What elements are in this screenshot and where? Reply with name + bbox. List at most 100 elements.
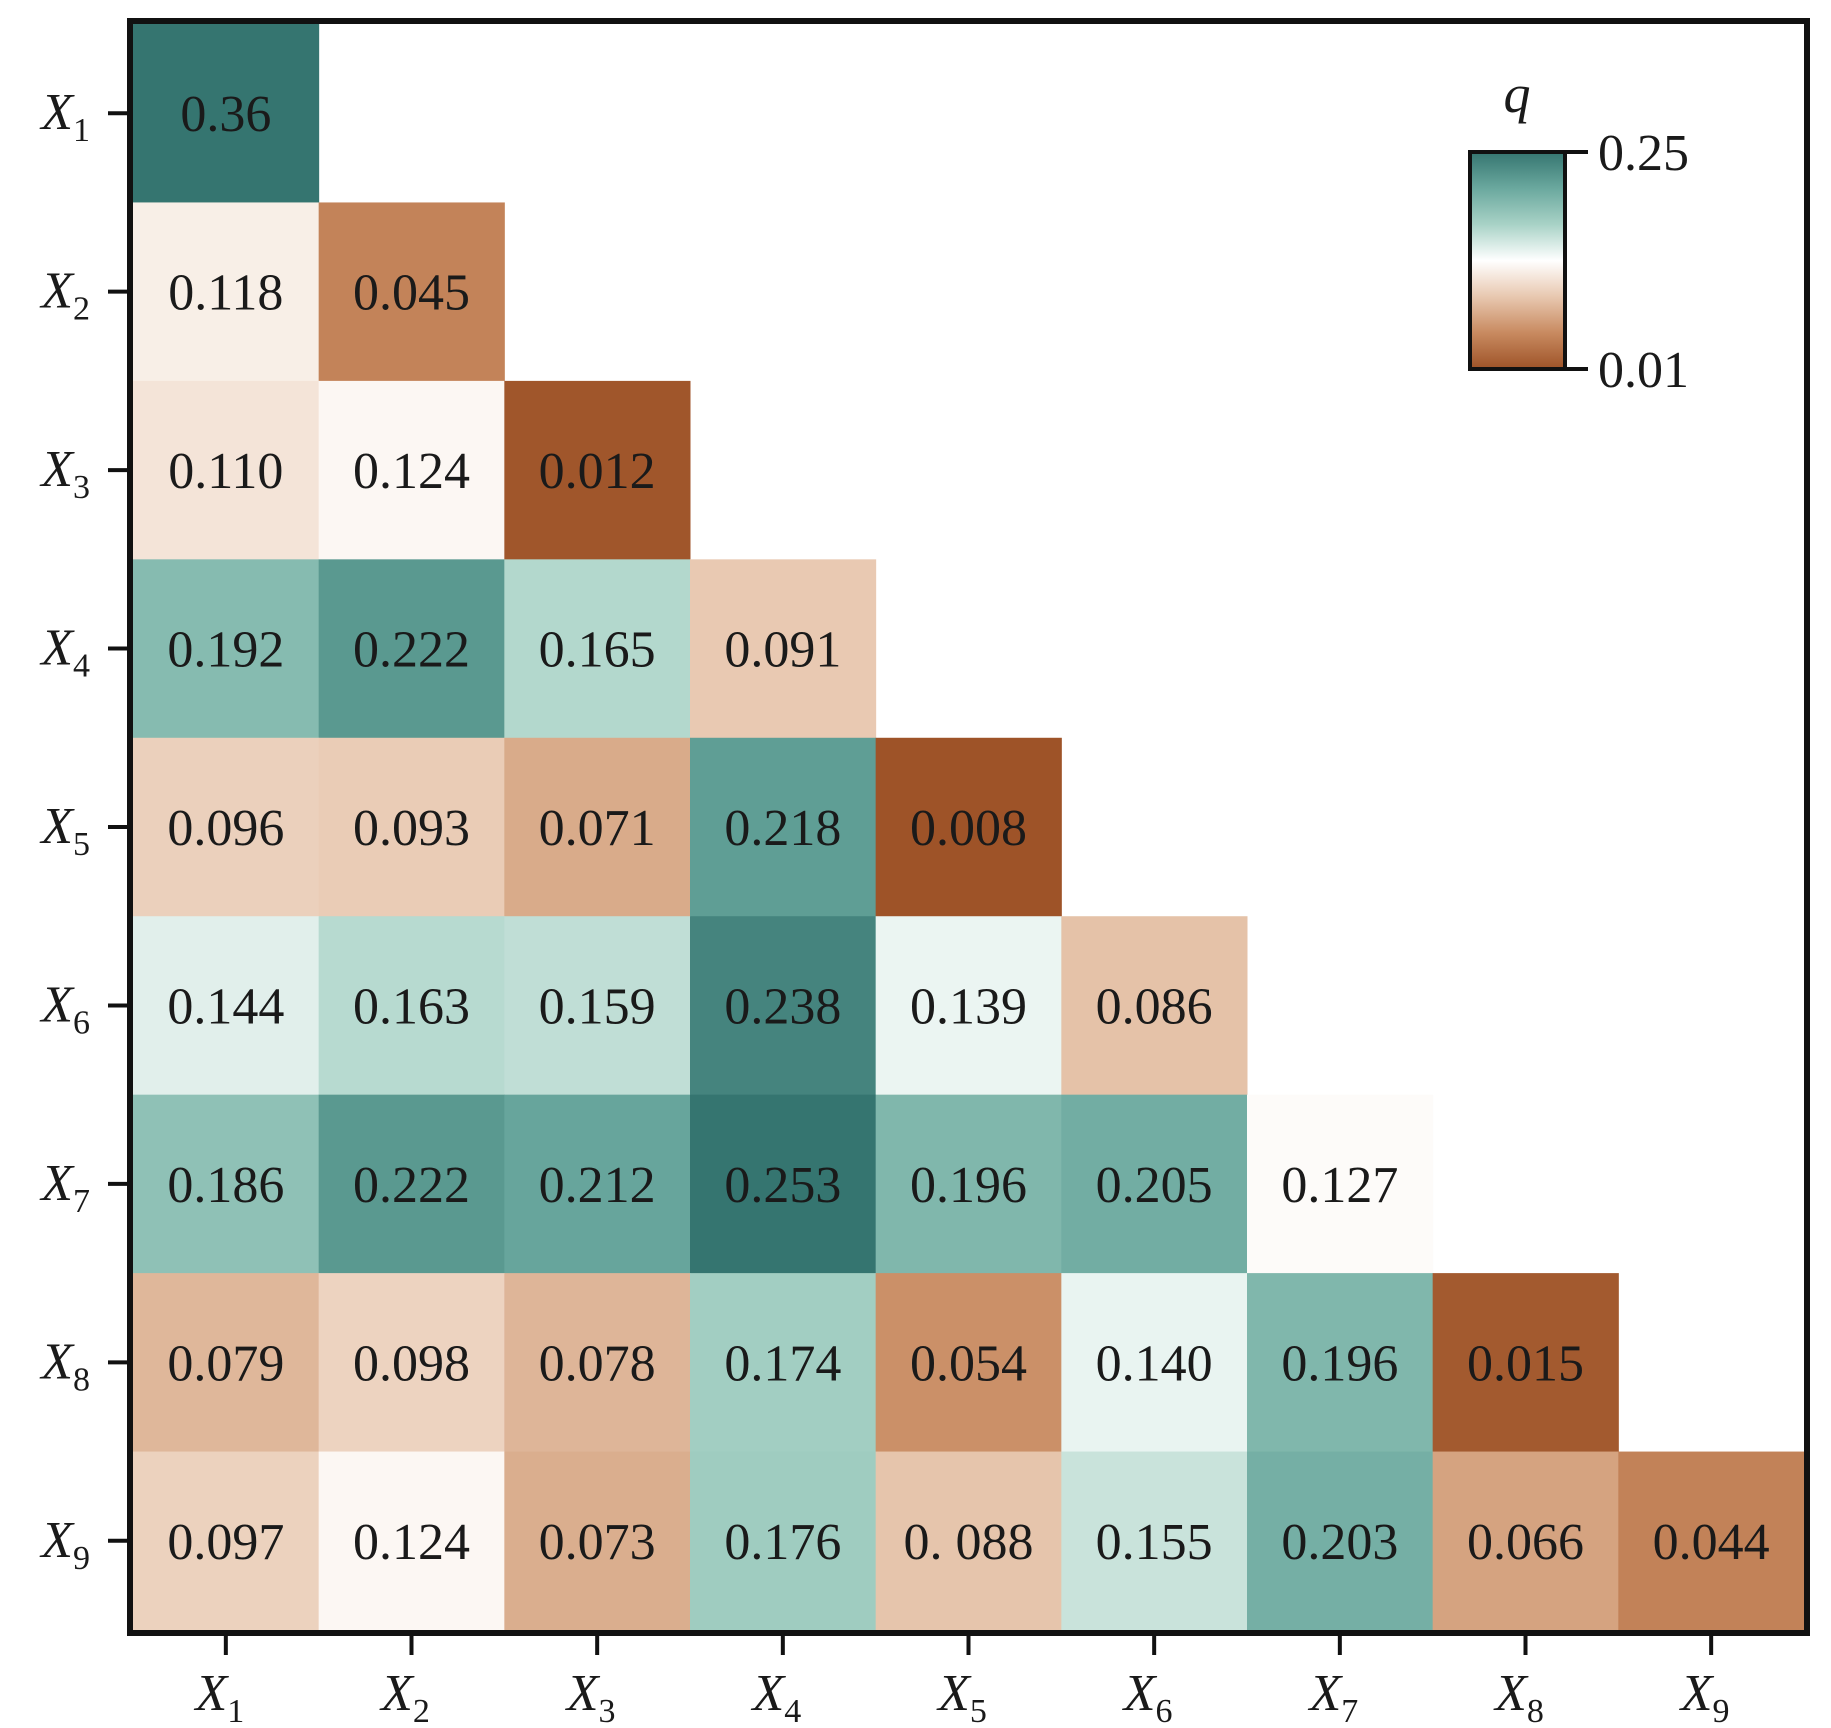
heatmap-cell	[875, 1094, 1062, 1274]
cell-value-label: 0.124	[353, 443, 470, 500]
cell-value-label: 0.36	[180, 86, 271, 143]
heatmap-cell	[1061, 1451, 1248, 1631]
tick-label: X8	[1493, 1665, 1544, 1728]
cell-value-label: 0.091	[724, 622, 841, 679]
heatmap-cell	[1247, 1094, 1434, 1274]
cell-value-label: 0.218	[724, 800, 841, 857]
cell-value-label: 0.093	[353, 800, 470, 857]
cell-value-label: 0.012	[539, 443, 656, 500]
heatmap-cell	[1618, 1451, 1805, 1631]
heatmap-cell	[133, 1451, 320, 1631]
cell-value-label: 0.174	[724, 1335, 841, 1392]
tick-label: X4	[39, 620, 90, 685]
cell-value-label: 0.139	[910, 978, 1027, 1035]
cell-value-label: 0.118	[168, 265, 283, 322]
heatmap-cell	[504, 1094, 691, 1274]
heatmap-cell	[133, 1273, 320, 1453]
heatmap-cell	[1247, 1451, 1434, 1631]
heatmap-cell	[133, 559, 320, 739]
cell-value-label: 0.186	[167, 1157, 284, 1214]
cell-value-label: 0.144	[167, 978, 284, 1035]
heatmap-cell	[504, 1451, 691, 1631]
cell-value-label: 0.079	[167, 1335, 284, 1392]
heatmap-cell	[690, 1094, 877, 1274]
heatmap-cell	[133, 1094, 320, 1274]
heatmap-cell	[1061, 1273, 1248, 1453]
cell-value-label: 0.222	[353, 1157, 470, 1214]
heatmap-cell	[133, 380, 320, 560]
heatmap-cell	[318, 559, 505, 739]
tick-label: X1	[193, 1665, 244, 1728]
colorbar-title: q	[1504, 64, 1531, 124]
heatmap-cell	[133, 24, 320, 203]
heatmap-cell	[690, 1273, 877, 1453]
heatmap-cell	[1432, 1451, 1619, 1631]
heatmap-cell	[318, 916, 505, 1096]
tick-label: X6	[39, 976, 90, 1041]
tick-label: X4	[750, 1665, 801, 1728]
cell-value-label: 0.045	[353, 265, 470, 322]
colorbar-legend: 0.25 0.01 q	[1468, 64, 1689, 399]
tick-label: X3	[565, 1665, 616, 1728]
cell-value-label: 0.086	[1096, 978, 1213, 1035]
tick-label: X7	[1307, 1665, 1358, 1728]
cell-value-label: 0.203	[1281, 1514, 1398, 1571]
tick-label: X2	[379, 1665, 430, 1728]
heatmap-cell	[875, 916, 1062, 1096]
heatmap-cell	[504, 737, 691, 917]
tick-label: X8	[39, 1333, 90, 1398]
tick-label: X2	[39, 263, 90, 328]
cell-value-label: 0.222	[353, 622, 470, 679]
heatmap-cell	[318, 202, 505, 382]
heatmap-cell	[133, 202, 320, 382]
heatmap-cell	[318, 1273, 505, 1453]
cell-value-label: 0.078	[539, 1335, 656, 1392]
cell-value-label: 0.073	[539, 1514, 656, 1571]
heatmap-cell	[690, 1451, 877, 1631]
tick-label: X9	[39, 1512, 90, 1577]
heatmap-cell	[318, 1451, 505, 1631]
cell-value-label: 0.071	[539, 800, 656, 857]
heatmap-cell	[1061, 916, 1248, 1096]
cell-value-label: 0.196	[1281, 1335, 1398, 1392]
heatmap-cell	[504, 1273, 691, 1453]
heatmap-cell	[1061, 1094, 1248, 1274]
cell-value-label: 0.097	[167, 1514, 284, 1571]
colorbar-min-label: 0.01	[1598, 342, 1689, 399]
heatmap-cell	[318, 380, 505, 560]
heatmap-cell	[318, 737, 505, 917]
cell-value-label: 0.015	[1467, 1335, 1584, 1392]
heatmap-value-labels: 0.36 0.118 0.045 0.110 0.124 0.012 0.192 0.222 0…	[167, 86, 1769, 1571]
colorbar-gradient	[1468, 150, 1567, 371]
cell-value-label: 0.192	[167, 622, 284, 679]
cell-value-label: 0.054	[910, 1335, 1027, 1392]
cell-value-label: 0.127	[1281, 1157, 1398, 1214]
colorbar-max-label: 0.25	[1598, 125, 1689, 182]
heatmap-cell	[690, 559, 877, 739]
cell-value-label: 0.253	[724, 1157, 841, 1214]
heatmap-cell	[875, 1273, 1062, 1453]
tick-label: X6	[1122, 1665, 1173, 1728]
heatmap-cell	[318, 1094, 505, 1274]
cell-value-label: 0.044	[1653, 1514, 1770, 1571]
tick-label: X5	[39, 798, 90, 863]
cell-value-label: 0.212	[539, 1157, 656, 1214]
cell-value-label: 0.155	[1096, 1514, 1213, 1571]
cell-value-label: 0.165	[539, 622, 656, 679]
heatmap-cell	[875, 737, 1062, 917]
cell-value-label: 0.196	[910, 1157, 1027, 1214]
heatmap-cell	[690, 916, 877, 1096]
cell-value-label: 0.163	[353, 978, 470, 1035]
heatmap-cell	[690, 737, 877, 917]
cell-value-label: 0.159	[539, 978, 656, 1035]
cell-value-label: 0.238	[724, 978, 841, 1035]
cell-value-label: 0.098	[353, 1335, 470, 1392]
tick-label: X1	[39, 84, 90, 149]
heatmap-cell	[1247, 1273, 1434, 1453]
cell-value-label: 0.096	[167, 800, 284, 857]
heatmap-cell	[504, 559, 691, 739]
heatmap-cell	[133, 916, 320, 1096]
cell-value-label: 0. 088	[904, 1514, 1034, 1571]
y-axis: X1 X2 X3 X4 X5 X6 X7 X8 X9	[39, 84, 130, 1577]
